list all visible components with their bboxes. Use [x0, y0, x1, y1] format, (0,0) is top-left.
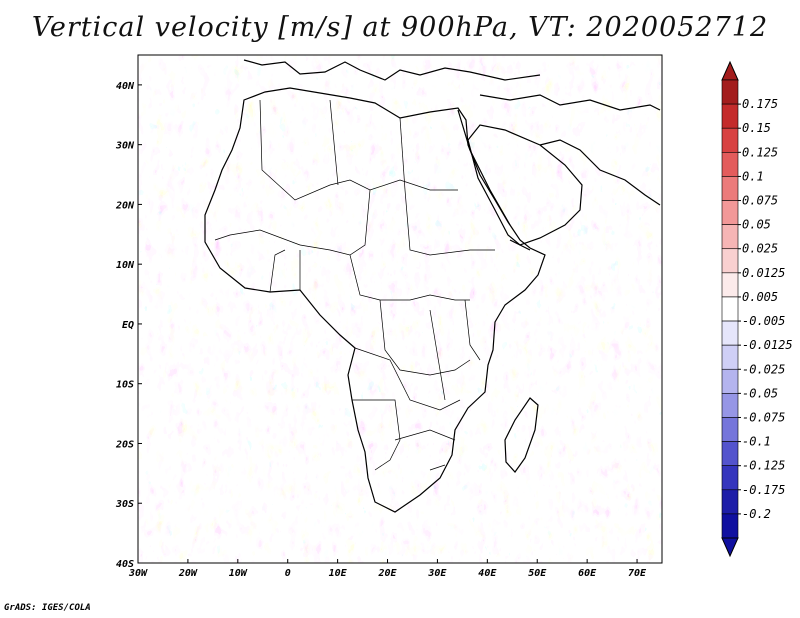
country-borders — [214, 99, 495, 471]
colorbar-swatch — [721, 103, 739, 129]
y-tick-label: 40S — [116, 559, 134, 570]
colorbar-swatch — [721, 320, 739, 346]
colorbar-label: 0.005 — [742, 290, 778, 304]
colorbar-label: 0.175 — [742, 97, 778, 111]
persian-gulf-coast — [539, 139, 661, 206]
x-tick-label: 40E — [478, 568, 497, 579]
plot-frame — [137, 54, 663, 564]
x-tick-label: 30W — [128, 568, 148, 579]
x-tick-label: 20E — [377, 568, 397, 579]
y-axis: 40N 30N 20N 10N EQ 10S 20S 30S 40S — [115, 81, 142, 570]
madagascar — [504, 397, 539, 473]
x-tick-label: 10W — [229, 568, 248, 579]
colorbar-label: -0.0125 — [742, 338, 793, 352]
colorbar-swatch — [721, 224, 739, 250]
colorbar-label: 0.125 — [742, 145, 778, 159]
colorbar-swatch — [721, 127, 739, 153]
coastlines — [204, 59, 661, 513]
y-tick-label: 20S — [115, 439, 134, 450]
colorbar-label: 0.15 — [742, 121, 771, 135]
colorbar-swatch — [721, 393, 739, 418]
y-tick-label: 10N — [116, 260, 135, 271]
x-tick-label: 30E — [427, 568, 447, 579]
colorbar-label: -0.175 — [742, 483, 785, 497]
y-tick-label: 30S — [115, 499, 134, 510]
colorbar-swatch — [721, 79, 739, 105]
x-tick-label: 50E — [528, 568, 547, 579]
colorbar-label: -0.025 — [742, 362, 785, 376]
colorbar-label: -0.125 — [742, 459, 785, 473]
colorbar-label: -0.075 — [742, 410, 785, 424]
y-tick-label: 20N — [115, 200, 135, 211]
colorbar-swatch — [721, 248, 739, 274]
colorbar-label: -0.005 — [742, 314, 785, 328]
arabian-peninsula — [467, 124, 583, 246]
colorbar-swatch — [721, 489, 739, 515]
colorbar-label: 0.0125 — [742, 266, 785, 280]
colorbar-swatch — [721, 465, 739, 491]
colorbar-swatch — [721, 272, 739, 298]
southern-europe — [243, 59, 541, 81]
colorbar-swatch — [721, 513, 739, 539]
colorbar-label: 0.075 — [742, 194, 778, 208]
colorbar-swatch — [721, 441, 739, 466]
colorbar-swatch — [721, 176, 739, 201]
velocity-field — [138, 55, 662, 563]
x-tick-label: 60E — [578, 568, 597, 579]
colorbar-swatch — [721, 417, 739, 442]
x-tick-label: 20W — [178, 568, 198, 579]
colorbar-swatch — [721, 152, 739, 177]
x-tick-label: 0 — [285, 568, 291, 579]
colorbar-swatch — [721, 200, 739, 225]
y-tick-label: 10S — [116, 380, 134, 391]
colorbar-label: 0.025 — [742, 242, 778, 256]
colorbar-swatch — [721, 368, 739, 394]
x-tick-label: 70E — [628, 568, 647, 579]
y-tick-label: 40N — [116, 81, 135, 92]
colorbar-top-arrow — [721, 60, 739, 81]
colorbar-label: -0.1 — [742, 435, 771, 449]
colorbar-label: -0.2 — [742, 507, 771, 521]
colorbar-bottom-arrow — [721, 537, 739, 558]
colorbar-label: 0.1 — [742, 169, 764, 183]
y-tick-label: 30N — [115, 141, 135, 152]
colorbar: 0.175 0.15 0.125 0.1 0.075 0.05 0.025 0.0125 0.0… — [721, 60, 793, 558]
colorbar-label: -0.05 — [742, 386, 778, 400]
x-tick-label: 10E — [329, 568, 348, 579]
colorbar-label: 0.05 — [742, 218, 771, 232]
chart-title: Vertical velocity [m/s] at 900hPa, VT: 2… — [31, 12, 769, 43]
x-axis: 30W 20W 10W 0 10E 20E 30E 40E 50E 60E 70E — [128, 559, 647, 579]
colorbar-swatch — [721, 296, 739, 322]
grads-credit: GrADS: IGES/COLA — [4, 603, 91, 613]
africa-coastline — [204, 87, 546, 513]
colorbar-swatch — [721, 344, 739, 370]
y-tick-label: EQ — [122, 320, 134, 331]
